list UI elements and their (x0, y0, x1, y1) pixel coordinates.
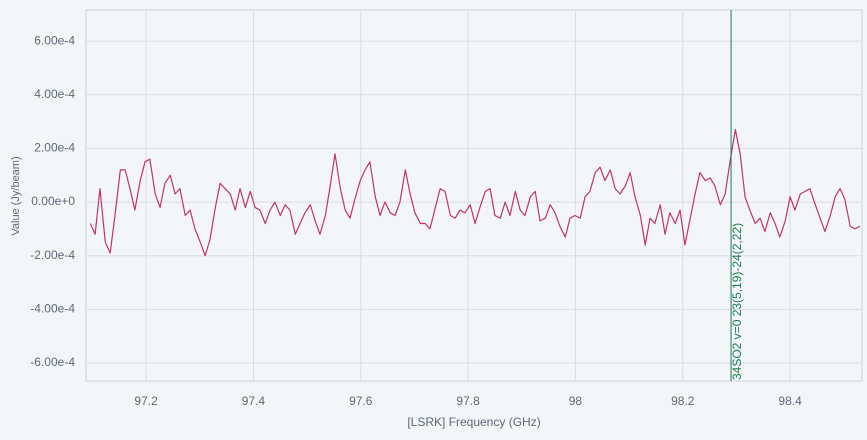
y-tick-label: -6.00e-4 (30, 355, 75, 369)
x-axis-label: [LSRK] Frequency (GHz) (407, 415, 540, 429)
spectrum-line (89, 129, 861, 257)
y-tick-label: -2.00e-4 (30, 248, 75, 262)
y-tick-label: -4.00e-4 (30, 302, 75, 316)
y-tick-label: 6.00e-4 (34, 33, 75, 47)
x-tick-label: 98 (569, 394, 583, 408)
y-tick-label: 4.00e-4 (34, 87, 75, 101)
plot-area (85, 9, 863, 382)
x-tick-label: 97.4 (242, 394, 266, 408)
x-tick-label: 98.4 (778, 394, 802, 408)
y-tick-label: 0.00e+0 (31, 194, 75, 208)
line-marker-label: 34SO2 v=0 23(5,19)-24(2,22) (730, 223, 744, 380)
x-tick-label: 97.2 (134, 394, 158, 408)
y-axis-label: Value (Jy/beam) (10, 156, 22, 235)
x-tick-label: 97.6 (349, 394, 373, 408)
x-tick-label: 98.2 (671, 394, 695, 408)
x-tick-label: 97.8 (456, 394, 480, 408)
y-tick-label: 2.00e-4 (34, 141, 75, 155)
